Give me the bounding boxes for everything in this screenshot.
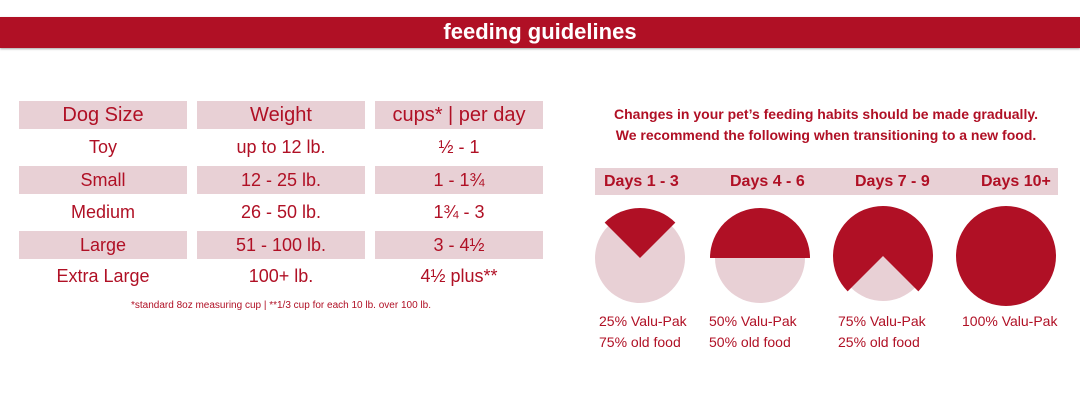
table-cell: 100+ lb. [248, 266, 314, 286]
table-cell: up to 12 lb. [236, 137, 326, 157]
days-band [595, 168, 1058, 195]
new-food-share: 50% Valu-Pak [709, 313, 797, 329]
stage-label: 100% Valu-Pak [962, 311, 1057, 332]
stage-label: 50% Valu-Pak 50% old food [709, 311, 797, 353]
table-cell: Medium [70, 202, 136, 222]
old-food-share: 25% old food [838, 334, 920, 350]
header-banner: feeding guidelines [0, 17, 1080, 48]
new-food-share: 25% Valu-Pak [599, 313, 687, 329]
stage-days-label: Days 4 - 6 [730, 173, 805, 190]
table-cell: 26 - 50 lb. [240, 202, 322, 222]
table-cell: ½ - 1 [438, 137, 480, 157]
intro-line-1: Changes in your pet’s feeding habits sho… [614, 106, 1038, 122]
stage-days-label: Days 7 - 9 [855, 173, 930, 190]
stage-days-label: Days 1 - 3 [604, 173, 679, 190]
table-cell: Extra Large [56, 266, 150, 286]
table-cell: 1 - 1¾ [375, 166, 543, 194]
page-title: feeding guidelines [443, 19, 637, 44]
table-cell: 51 - 100 lb. [197, 231, 365, 259]
table-cell: Large [19, 231, 187, 259]
intro-line-2: We recommend the following when transiti… [615, 127, 1037, 143]
table-footnote: *standard 8oz measuring cup | **1/3 cup … [130, 300, 431, 311]
new-food-share: 100% Valu-Pak [962, 313, 1058, 329]
new-food-slice [710, 208, 810, 258]
table-cell: 12 - 25 lb. [197, 166, 365, 194]
table-cell: Small [19, 166, 187, 194]
new-food-share: 75% Valu-Pak [838, 313, 926, 329]
table-cell: Toy [88, 137, 117, 157]
table-cell: 4½ plus** [420, 266, 498, 286]
new-food-slice [956, 206, 1056, 306]
stage-label: 25% Valu-Pak 75% old food [599, 311, 687, 353]
table-cell: 1¾ - 3 [433, 202, 485, 222]
stage-label: 75% Valu-Pak 25% old food [838, 311, 926, 353]
new-food-slice [833, 206, 933, 292]
table-cell: 3 - 4½ [375, 231, 543, 259]
column-header-weight: Weight [197, 101, 365, 129]
transition-intro: Changes in your pet’s feeding habits sho… [590, 104, 1062, 146]
stage-days-label: Days 10+ [981, 173, 1051, 190]
new-food-slice [604, 207, 676, 258]
old-food-share: 50% old food [709, 334, 791, 350]
column-header-dog-size: Dog Size [19, 101, 187, 129]
old-food-share: 75% old food [599, 334, 681, 350]
column-header-cups: cups* | per day [375, 101, 543, 129]
